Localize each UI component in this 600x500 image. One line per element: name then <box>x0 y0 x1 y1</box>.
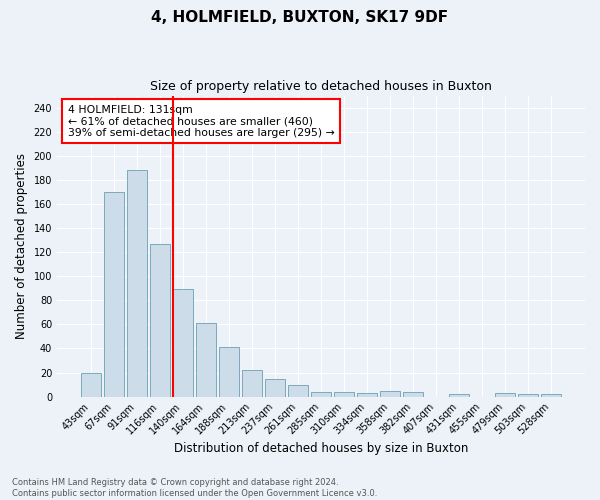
Bar <box>104 192 124 396</box>
Bar <box>196 323 216 396</box>
Bar <box>357 393 377 396</box>
Bar <box>518 394 538 396</box>
X-axis label: Distribution of detached houses by size in Buxton: Distribution of detached houses by size … <box>174 442 468 455</box>
Bar <box>288 384 308 396</box>
Bar <box>380 390 400 396</box>
Text: 4, HOLMFIELD, BUXTON, SK17 9DF: 4, HOLMFIELD, BUXTON, SK17 9DF <box>151 10 449 25</box>
Y-axis label: Number of detached properties: Number of detached properties <box>15 153 28 339</box>
Bar <box>150 244 170 396</box>
Bar <box>242 370 262 396</box>
Bar <box>173 290 193 397</box>
Bar <box>219 348 239 397</box>
Title: Size of property relative to detached houses in Buxton: Size of property relative to detached ho… <box>150 80 492 93</box>
Bar <box>81 372 101 396</box>
Bar <box>127 170 146 396</box>
Bar <box>311 392 331 396</box>
Bar <box>496 393 515 396</box>
Bar <box>449 394 469 396</box>
Bar <box>265 378 285 396</box>
Text: 4 HOLMFIELD: 131sqm
← 61% of detached houses are smaller (460)
39% of semi-detac: 4 HOLMFIELD: 131sqm ← 61% of detached ho… <box>68 104 334 138</box>
Bar <box>541 394 561 396</box>
Bar <box>334 392 354 396</box>
Text: Contains HM Land Registry data © Crown copyright and database right 2024.
Contai: Contains HM Land Registry data © Crown c… <box>12 478 377 498</box>
Bar <box>403 392 423 396</box>
